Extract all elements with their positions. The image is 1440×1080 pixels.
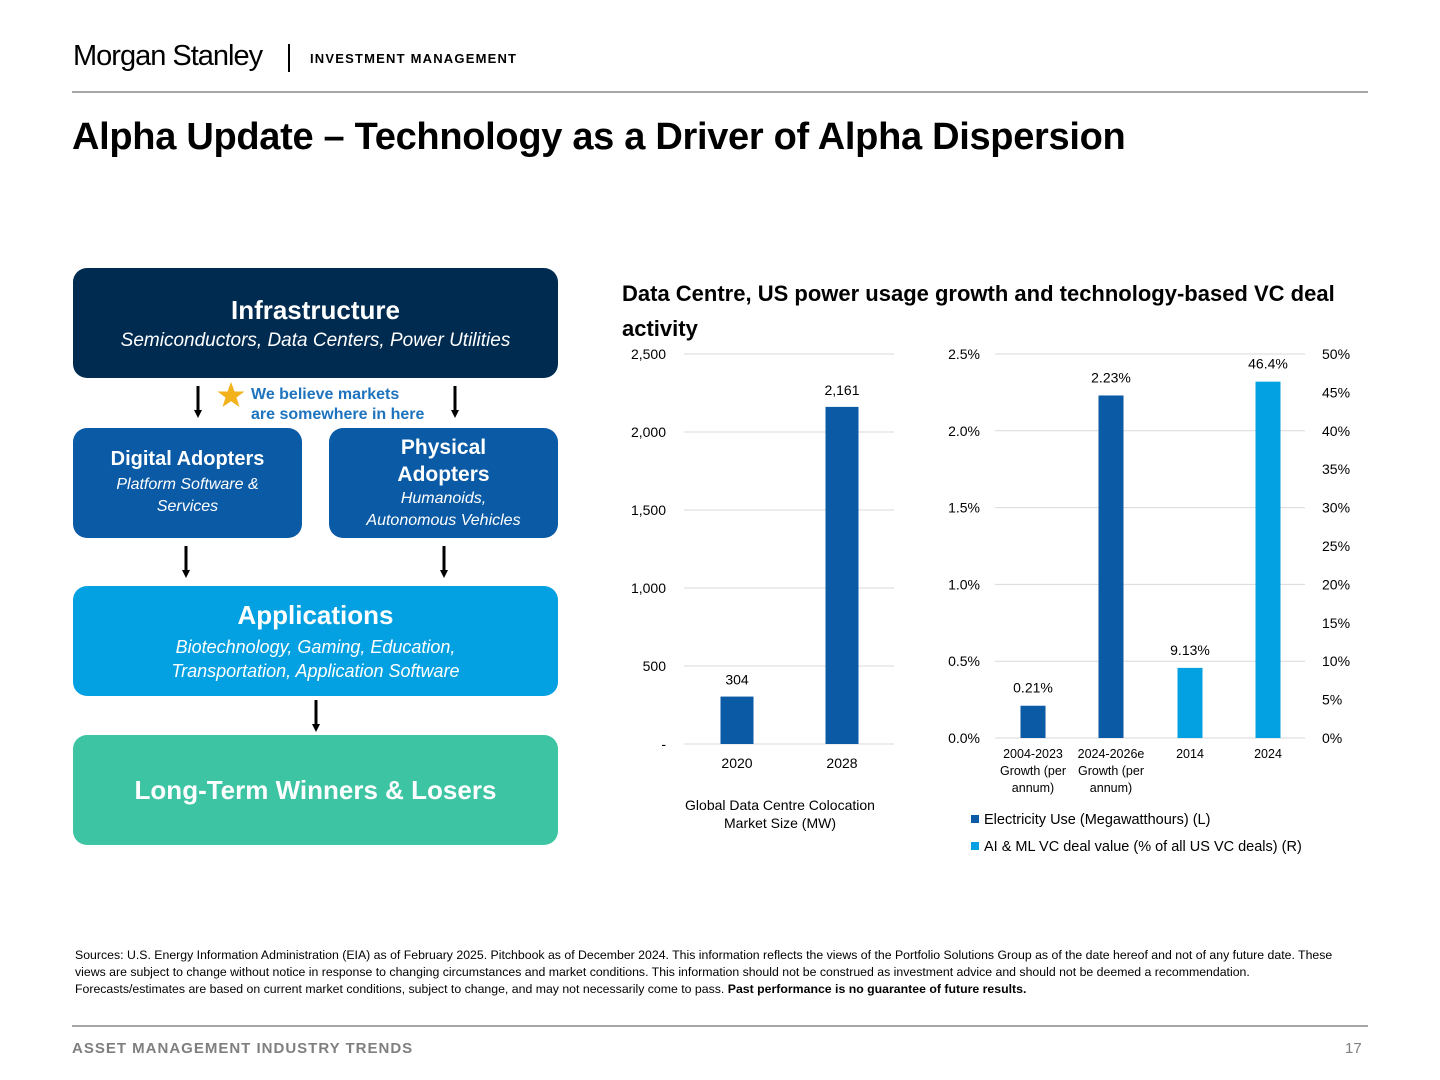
x-tick-label: 2004-2023 — [1003, 747, 1063, 761]
bar — [720, 696, 754, 744]
data-label: 0.21% — [1013, 680, 1053, 696]
y-right-tick-label: 10% — [1322, 653, 1350, 669]
division-name: INVESTMENT MANAGEMENT — [310, 51, 518, 66]
infrastructure-subtitle: Semiconductors, Data Centers, Power Util… — [120, 329, 511, 351]
physical-adopters-subtitle-1: Humanoids, — [400, 490, 487, 507]
page-title: Alpha Update – Technology as a Driver of… — [72, 116, 1126, 158]
x-tick-label: 2024-2026e — [1078, 747, 1145, 761]
y-tick-label: 2,000 — [631, 424, 666, 440]
x-tick-label: 2028 — [826, 755, 857, 771]
legend-swatch — [971, 815, 979, 823]
applications-title: Applications — [237, 599, 394, 630]
bar — [1255, 381, 1281, 738]
digital-adopters-box: Digital Adopters Platform Software & Ser… — [73, 428, 302, 538]
physical-adopters-box: Physical Adopters Humanoids, Autonomous … — [329, 428, 558, 538]
y-right-tick-label: 5% — [1322, 692, 1342, 708]
y-left-tick-label: 2.5% — [948, 346, 980, 362]
star-icon — [217, 382, 245, 407]
digital-adopters-title: Digital Adopters — [110, 448, 265, 470]
brand-separator — [288, 44, 290, 72]
x-tick-label: Growth (per — [1000, 764, 1066, 778]
physical-adopters-title-1: Physical — [400, 436, 487, 459]
data-label: 2,161 — [824, 382, 859, 398]
y-right-tick-label: 35% — [1322, 461, 1350, 477]
bar — [1098, 395, 1124, 738]
x-tick-label: 2014 — [1176, 747, 1204, 761]
bar — [825, 406, 859, 744]
data-label: 9.13% — [1170, 642, 1210, 658]
footer-divider — [72, 1025, 1368, 1027]
bar — [1177, 667, 1203, 738]
infrastructure-box: Infrastructure Semiconductors, Data Cent… — [73, 268, 558, 378]
legend-label: Electricity Use (Megawatthours) (L) — [984, 812, 1210, 828]
y-tick-label: - — [661, 736, 666, 752]
y-left-tick-label: 2.0% — [948, 423, 980, 439]
y-tick-label: 500 — [643, 658, 667, 674]
chart-section-title: Data Centre, US power usage growth and t… — [622, 281, 1335, 341]
y-tick-label: 2,500 — [631, 346, 666, 362]
y-right-tick-label: 45% — [1322, 384, 1350, 400]
digital-adopters-subtitle-1: Platform Software & — [116, 476, 259, 493]
y-left-tick-label: 0.0% — [948, 730, 980, 746]
markets-note-line2: are somewhere in here — [251, 406, 425, 423]
legend-label: AI & ML VC deal value (% of all US VC de… — [984, 839, 1302, 855]
legend-swatch — [971, 842, 979, 850]
sources-footnote: Sources: U.S. Energy Information Adminis… — [75, 947, 1360, 999]
y-right-tick-label: 30% — [1322, 500, 1350, 516]
x-axis-label: Market Size (MW) — [724, 815, 836, 831]
physical-adopters-subtitle-2: Autonomous Vehicles — [366, 512, 521, 529]
data-label: 2.23% — [1091, 369, 1131, 385]
digital-adopters-subtitle-2: Services — [156, 498, 219, 515]
page-number: 17 — [1345, 1040, 1362, 1057]
y-right-tick-label: 40% — [1322, 423, 1350, 439]
y-left-tick-label: 0.5% — [948, 653, 980, 669]
x-tick-label: Growth (per — [1078, 764, 1144, 778]
markets-note-line1: We believe markets — [251, 386, 400, 403]
data-label: 304 — [725, 672, 749, 688]
brand-logo: Morgan Stanley — [73, 40, 263, 72]
x-tick-label: annum) — [1012, 781, 1054, 795]
sources-disclaimer-bold: Past performance is no guarantee of futu… — [727, 982, 1027, 997]
physical-adopters-title-2: Adopters — [397, 463, 490, 486]
x-tick-label: 2020 — [721, 755, 752, 771]
x-axis-label: Global Data Centre Colocation — [685, 797, 875, 813]
y-right-tick-label: 25% — [1322, 538, 1350, 554]
x-tick-label: 2024 — [1254, 747, 1282, 761]
y-right-tick-label: 15% — [1322, 615, 1350, 631]
applications-box: Applications Biotechnology, Gaming, Educ… — [73, 586, 558, 696]
winners-losers-box: Long-Term Winners & Losers — [73, 735, 558, 845]
footer-section-label: ASSET MANAGEMENT INDUSTRY TRENDS — [72, 1040, 414, 1057]
data-label: 46.4% — [1248, 356, 1288, 372]
sources-text: Sources: U.S. Energy Information Adminis… — [75, 948, 1333, 997]
y-left-tick-label: 1.5% — [948, 500, 980, 516]
y-right-tick-label: 50% — [1322, 346, 1350, 362]
y-right-tick-label: 0% — [1322, 730, 1342, 746]
header-divider — [72, 91, 1368, 93]
y-right-tick-label: 20% — [1322, 576, 1350, 592]
applications-subtitle-1: Biotechnology, Gaming, Education, — [175, 636, 456, 657]
applications-subtitle-2: Transportation, Application Software — [171, 660, 460, 681]
bar — [1020, 705, 1046, 738]
y-tick-label: 1,500 — [631, 502, 666, 518]
y-left-tick-label: 1.0% — [948, 576, 980, 592]
y-tick-label: 1,000 — [631, 580, 666, 596]
infrastructure-title: Infrastructure — [230, 294, 401, 325]
winners-losers-title: Long-Term Winners & Losers — [134, 774, 497, 805]
x-tick-label: annum) — [1090, 781, 1132, 795]
markets-note: We believe markets are somewhere in here — [251, 385, 424, 425]
